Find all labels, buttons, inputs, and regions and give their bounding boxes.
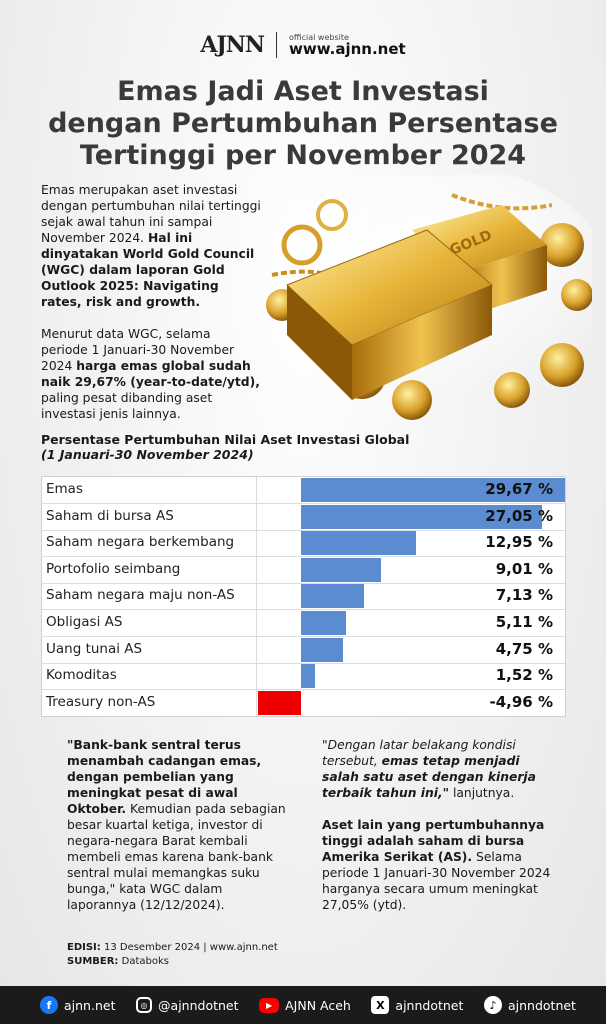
category-label: Treasury non-AS	[46, 693, 156, 710]
x-label: ajnndotnet	[395, 997, 464, 1013]
instagram-label: @ajnndotnet	[158, 997, 239, 1013]
intro-p2-bold: harga emas global sudah naik 29,67% (yea…	[41, 359, 260, 389]
bar-uang-tunai-as	[301, 637, 344, 662]
intro-paragraph-2: Menurut data WGC, selama periode 1 Janua…	[41, 326, 261, 422]
category-label: Saham di bursa AS	[46, 507, 174, 524]
chart-row: Komoditas 1,52 %	[42, 663, 565, 691]
chart-title: Persentase Pertumbuhan Nilai Aset Invest…	[41, 432, 410, 447]
facebook-label: ajnn.net	[64, 997, 116, 1013]
category-label: Uang tunai AS	[46, 640, 143, 657]
value-label: 27,05 %	[485, 506, 553, 525]
logo-text: AJNN	[200, 32, 265, 58]
bar-saham-negara-maju-non-as	[301, 584, 365, 609]
right-p2-bold: Aset lain yang pertumbuhannya tinggi ada…	[322, 818, 545, 864]
wgc-quote: "Bank-bank sentral terus menambah cadang…	[67, 737, 289, 913]
chart-row: Saham negara maju non-AS 7,13 %	[42, 583, 565, 611]
value-label: 9,01 %	[495, 559, 553, 578]
x-icon: X	[371, 996, 390, 1014]
source-line: SUMBER: Databoks	[67, 955, 278, 969]
chart-row: Saham negara berkembang 12,95 %	[42, 530, 565, 558]
right-paragraph-2: Aset lain yang pertumbuhannya tinggi ada…	[322, 817, 552, 913]
title-line-2: dengan Pertumbuhan Persentase	[48, 108, 558, 139]
source-label: SUMBER:	[67, 956, 119, 967]
bar-obligasi-as	[301, 611, 347, 635]
chart-subtitle: (1 Januari-30 November 2024)	[41, 447, 254, 462]
category-label: Saham negara berkembang	[46, 534, 235, 551]
category-label: Portofolio seimbang	[46, 560, 181, 577]
edition-line: EDISI: 13 Desember 2024 | www.ajnn.net	[67, 941, 278, 955]
site-url-block: official website www.ajnn.net	[289, 32, 406, 58]
page-title: Emas Jadi Aset Investasi dengan Pertumbu…	[0, 76, 606, 172]
ajnn-logo[interactable]: AJNN	[200, 32, 265, 58]
intro-text: Emas merupakan aset investasi dengan per…	[41, 182, 261, 438]
edition-info: EDISI: 13 Desember 2024 | www.ajnn.net S…	[67, 941, 278, 969]
chart-divider-line	[256, 477, 257, 716]
instagram-icon: ◎	[136, 997, 153, 1013]
site-header: AJNN official website www.ajnn.net	[0, 30, 606, 60]
value-label: 4,75 %	[495, 639, 553, 658]
chart-row: Uang tunai AS 4,75 %	[42, 637, 565, 664]
wgc-quote-plain: Kemudian pada sebagian besar kuartal ket…	[67, 802, 286, 912]
bar-saham-di-bursa-as	[301, 504, 542, 529]
value-label: 7,13 %	[495, 586, 553, 605]
tiktok-label: ajnndotnet	[507, 997, 576, 1013]
category-label: Emas	[46, 481, 83, 497]
facebook-icon: f	[40, 996, 58, 1014]
right-quote-bold-italic: emas tetap menjadi salah satu aset denga…	[322, 754, 536, 800]
bar-chart: Emas 29,67 % Saham di bursa AS 27,05 % Saham…	[41, 476, 566, 717]
chart-row: Obligasi AS 5,11 %	[42, 610, 565, 637]
gold-bar-illustration: GOLD	[266, 175, 592, 420]
footer-facebook[interactable]: f ajnn.net	[40, 996, 115, 1014]
value-label: 12,95 %	[485, 533, 553, 552]
title-line-3: Tertinggi per November 2024	[79, 140, 527, 171]
intro-p1-plain: Emas merupakan aset investasi dengan per…	[41, 183, 261, 245]
footer-youtube[interactable]: ▶ AJNN Aceh	[259, 997, 351, 1013]
official-label: official website	[289, 32, 349, 42]
tiktok-icon: ♪	[483, 996, 502, 1014]
category-label: Komoditas	[46, 667, 117, 684]
value-label: 29,67 %	[485, 480, 553, 498]
bar-komoditas	[301, 664, 315, 689]
right-p2-plain: Selama periode 1 Januari-30 November 202…	[322, 850, 551, 912]
chart-row: Saham di bursa AS 27,05 %	[42, 504, 565, 531]
chart-row: Emas 29,67 %	[42, 477, 565, 504]
youtube-icon: ▶	[259, 997, 280, 1013]
right-quote: "Dengan latar belakang kondisi tersebut,…	[322, 737, 552, 801]
footer-x[interactable]: X ajnndotnet	[371, 996, 463, 1014]
category-label: Saham negara maju non-AS	[46, 587, 235, 604]
left-column-text: "Bank-bank sentral terus menambah cadang…	[67, 737, 289, 913]
source-value: Databoks	[118, 956, 169, 967]
intro-paragraph-1: Emas merupakan aset investasi dengan per…	[41, 182, 261, 310]
edition-value: 13 Desember 2024 | www.ajnn.net	[100, 942, 278, 953]
bar-emas	[301, 478, 565, 502]
category-label: Obligasi AS	[46, 614, 123, 630]
title-line-1: Emas Jadi Aset Investasi	[117, 76, 489, 107]
header-divider	[276, 32, 278, 58]
social-footer: f ajnn.net ◎ @ajnndotnet ▶ AJNN Aceh X a…	[0, 986, 606, 1024]
intro-p1-bold: Hal ini dinyatakan World Gold Council (W…	[41, 231, 255, 309]
intro-p2-plain1: Menurut data WGC, selama periode 1 Janua…	[41, 327, 235, 373]
youtube-label: AJNN Aceh	[285, 997, 351, 1013]
wgc-quote-bold: "Bank-bank sentral terus menambah cadang…	[67, 738, 262, 816]
right-quote-italic: "Dengan latar belakang kondisi tersebut,	[322, 738, 516, 768]
chart-row: Portofolio seimbang 9,01 %	[42, 557, 565, 584]
intro-p2-plain2: paling pesat dibanding aset investasi je…	[41, 391, 213, 421]
bar-portofolio-seimbang	[301, 557, 382, 582]
site-url[interactable]: www.ajnn.net	[289, 39, 406, 58]
footer-instagram[interactable]: ◎ @ajnndotnet	[136, 997, 239, 1013]
footer-tiktok[interactable]: ♪ ajnndotnet	[483, 996, 576, 1014]
bar-saham-negara-berkembang	[301, 531, 417, 556]
right-column-text: "Dengan latar belakang kondisi tersebut,…	[322, 737, 552, 929]
chart-row: Treasury non-AS -4,96 %	[42, 690, 565, 717]
edition-label: EDISI:	[67, 942, 101, 953]
bar-treasury-non-as	[258, 690, 301, 715]
chart-title-block: Persentase Pertumbuhan Nilai Aset Invest…	[41, 432, 541, 462]
right-quote-plain: lanjutnya.	[449, 786, 515, 800]
value-label: 5,11 %	[495, 613, 553, 631]
ring-shape	[281, 224, 323, 266]
value-label: 1,52 %	[495, 666, 553, 685]
value-label: -4,96 %	[489, 692, 554, 711]
